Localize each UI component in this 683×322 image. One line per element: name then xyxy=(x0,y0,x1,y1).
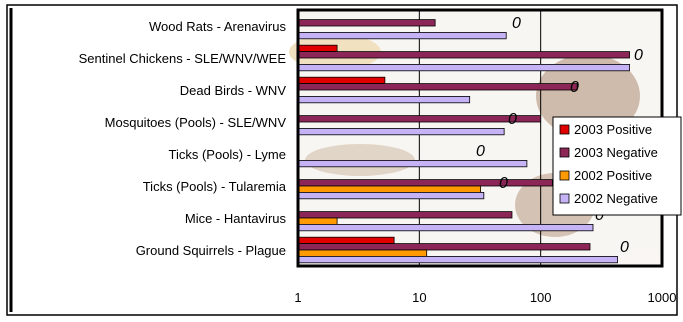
category-label: Mice - Hantavirus xyxy=(185,211,287,226)
legend-swatch xyxy=(559,193,570,204)
legend-box xyxy=(552,116,682,216)
x-tick-label: 1000 xyxy=(648,290,677,305)
bar-2003-positive xyxy=(297,76,386,84)
bar-2002-negative xyxy=(297,159,528,168)
x-tick-label: 1 xyxy=(294,290,301,305)
zero-value-label: 0 xyxy=(570,79,579,96)
legend-label: 2002 Positive xyxy=(574,168,652,183)
bar-2003-positive xyxy=(297,236,395,244)
zero-value-label: 0 xyxy=(512,15,521,32)
bar-2003-negative xyxy=(297,211,513,219)
category-label: Ticks (Pools) - Tularemia xyxy=(143,179,287,194)
category-label: Dead Birds - WNV xyxy=(180,83,287,98)
category-label: Wood Rats - Arenavirus xyxy=(149,19,287,34)
bar-2002-positive xyxy=(297,185,482,193)
zero-value-label: 0 xyxy=(508,111,517,128)
x-axis-tick-labels: 1 10 100 1000 xyxy=(294,290,676,305)
bar-2003-negative xyxy=(297,19,436,27)
zero-value-label: 0 xyxy=(499,175,508,192)
category-labels: Wood Rats - Arenavirus Sentinel Chickens … xyxy=(79,19,287,258)
bar-2002-negative xyxy=(297,255,618,264)
bar-2002-positive xyxy=(297,249,428,257)
legend: 2003 Positive 2003 Negative 2002 Positive 2… xyxy=(552,116,682,216)
legend-swatch xyxy=(559,170,570,181)
bar-2002-positive xyxy=(297,217,338,225)
legend-label: 2003 Positive xyxy=(574,122,652,137)
legend-label: 2002 Negative xyxy=(574,191,658,206)
bar-2003-negative xyxy=(297,179,553,187)
bar-2003-positive xyxy=(297,44,338,53)
category-label: Ground Squirrels - Plague xyxy=(136,243,286,258)
bar-2002-negative xyxy=(297,127,505,136)
x-tick-label: 100 xyxy=(530,290,552,305)
bar-2002-negative xyxy=(297,32,507,40)
category-label: Sentinel Chickens - SLE/WNV/WEE xyxy=(79,51,287,66)
zero-value-label: 0 xyxy=(476,143,485,160)
legend-label: 2003 Negative xyxy=(574,145,658,160)
bars xyxy=(297,19,630,264)
plot-area: 00000000 xyxy=(289,8,664,268)
bar-2003-negative xyxy=(297,115,542,123)
x-tick-label: 10 xyxy=(412,290,426,305)
bar-2003-negative xyxy=(297,51,630,59)
legend-swatch xyxy=(559,124,570,135)
bar-2002-negative xyxy=(297,64,630,72)
bar-2002-negative xyxy=(297,96,471,104)
legend-swatch xyxy=(559,147,570,158)
bar-2002-negative xyxy=(297,223,594,232)
bar-2002-negative xyxy=(297,191,485,200)
zero-value-label: 0 xyxy=(634,47,643,64)
category-label: Mosquitoes (Pools) - SLE/WNV xyxy=(105,115,287,130)
bar-2003-negative xyxy=(297,83,578,91)
zero-value-label: 0 xyxy=(620,239,629,256)
category-label: Ticks (Pools) - Lyme xyxy=(169,147,287,162)
bar-2003-negative xyxy=(297,243,591,251)
